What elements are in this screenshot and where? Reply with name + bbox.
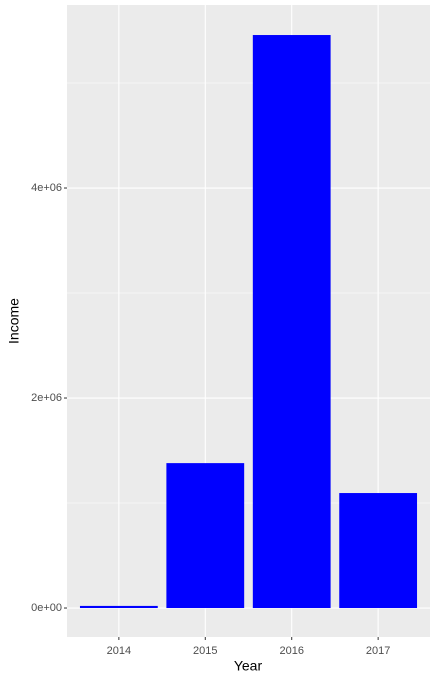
bar bbox=[252, 35, 331, 609]
x-axis-title: Year bbox=[234, 658, 263, 674]
x-tick-label: 2016 bbox=[279, 645, 303, 657]
y-tick-label: 0e+00 bbox=[31, 602, 62, 614]
bar bbox=[339, 493, 418, 609]
x-tick-label: 2014 bbox=[107, 645, 131, 657]
bar bbox=[166, 463, 245, 609]
x-tick-label: 2017 bbox=[366, 645, 390, 657]
x-tick-label: 2015 bbox=[193, 645, 217, 657]
bar bbox=[79, 605, 158, 609]
marks bbox=[79, 35, 418, 609]
y-axis-title: Income bbox=[6, 298, 22, 344]
y-tick-label: 4e+06 bbox=[31, 182, 62, 194]
y-tick-label: 2e+06 bbox=[31, 392, 62, 404]
